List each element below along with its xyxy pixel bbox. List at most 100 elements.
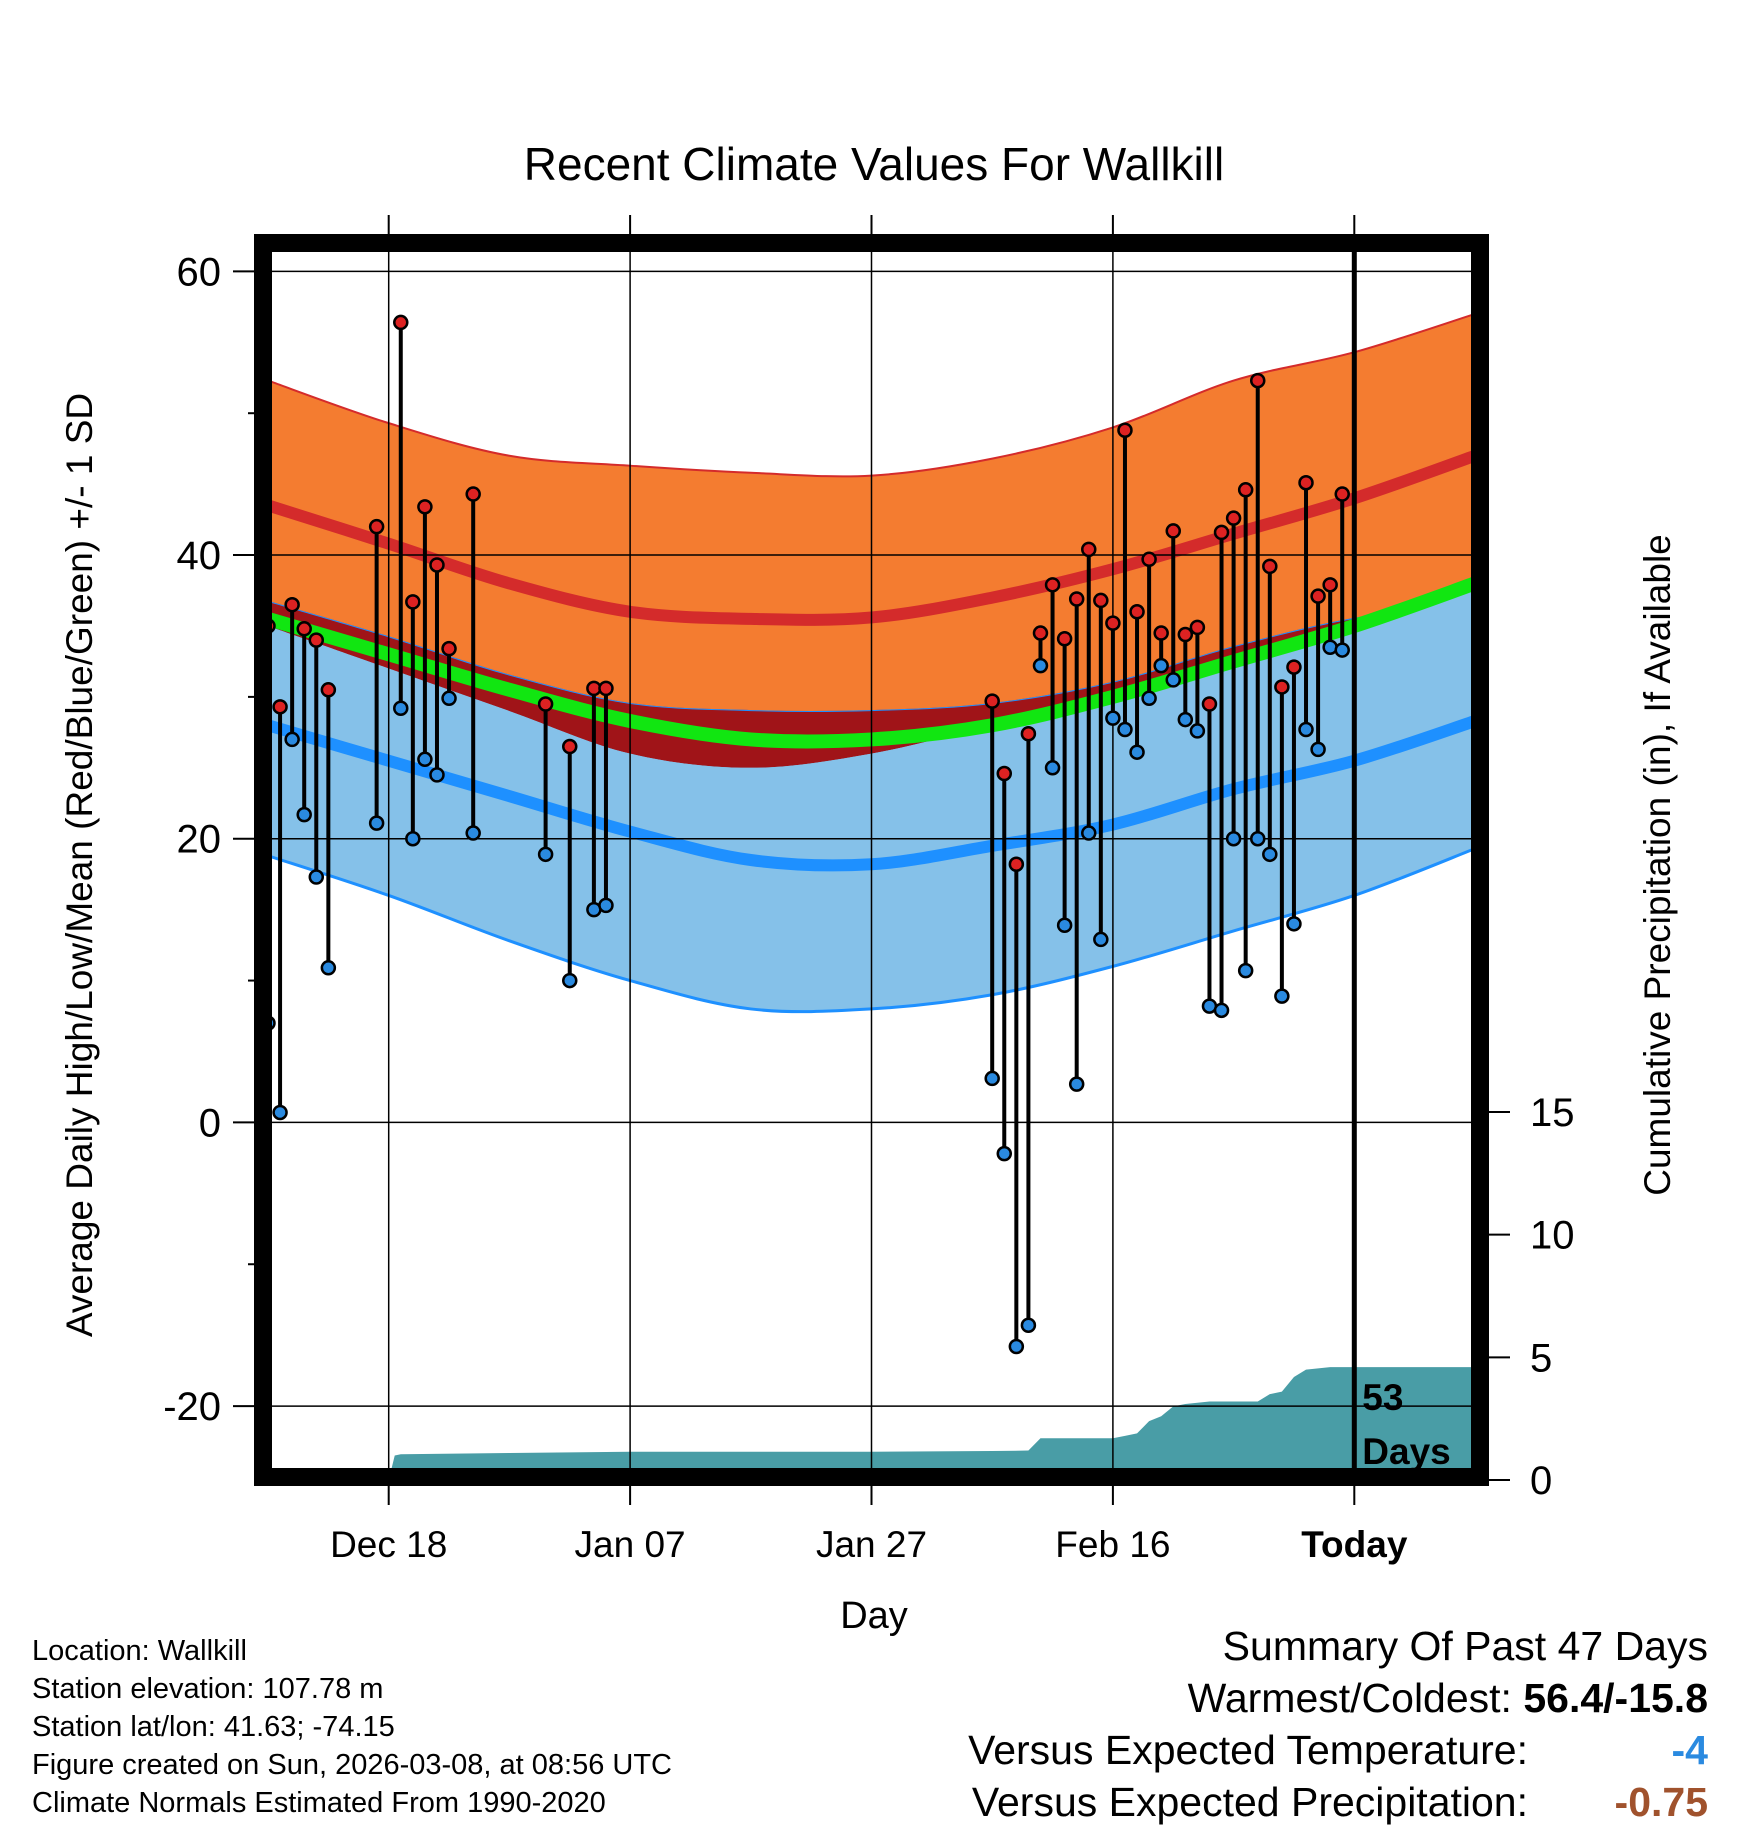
obs-low-point	[598, 897, 614, 914]
x-axis-label: Day	[840, 1595, 908, 1637]
obs-high-point	[465, 486, 481, 502]
y-tick-label: 0	[199, 1101, 221, 1145]
y2-tick-label: 5	[1530, 1336, 1552, 1380]
warmest-value: 56.4/-15.8	[1523, 1675, 1708, 1721]
obs-low-point	[1032, 657, 1049, 674]
obs-low-point	[1056, 917, 1073, 933]
obs-low-point	[296, 806, 312, 823]
obs-high-point	[1249, 372, 1266, 389]
obs-low-point	[1105, 710, 1121, 726]
obs-high-point	[417, 499, 433, 515]
obs-high-point	[537, 696, 554, 712]
obs-high-point	[1032, 625, 1049, 641]
y-tick-label: -20	[163, 1385, 221, 1429]
obs-high-point	[1081, 541, 1097, 558]
normals-text: Climate Normals Estimated From 1990-2020	[32, 1787, 606, 1819]
obs-low-point	[368, 815, 385, 831]
obs-low-point	[562, 972, 578, 989]
obs-high-point	[272, 699, 288, 715]
obs-low-point	[1020, 1317, 1037, 1333]
obs-low-point	[1129, 744, 1145, 760]
obs-high-point	[1008, 856, 1025, 873]
obs-high-point	[393, 314, 409, 331]
obs-low-point	[1298, 721, 1314, 738]
y2-tick-label: 15	[1530, 1091, 1575, 1135]
obs-low-point	[1262, 846, 1278, 863]
precip-anomaly-value: -0.75	[1614, 1779, 1708, 1825]
obs-high-point	[1213, 524, 1230, 541]
obs-high-point	[598, 680, 614, 697]
obs-low-point	[1237, 962, 1254, 979]
obs-low-point	[272, 1104, 288, 1121]
obs-low-point	[405, 830, 421, 847]
obs-high-point	[320, 682, 337, 698]
obs-high-point	[284, 596, 300, 613]
summary-title: Summary Of Past 47 Days	[1222, 1623, 1708, 1669]
obs-low-point	[1274, 988, 1290, 1004]
x-tick-label: Feb 16	[1055, 1524, 1170, 1565]
obs-low-point	[1225, 830, 1242, 847]
obs-low-point	[1286, 916, 1302, 932]
obs-low-point	[1165, 672, 1181, 688]
obs-high-point	[405, 594, 421, 610]
obs-low-point	[537, 846, 554, 863]
obs-high-point	[1274, 679, 1290, 695]
obs-low-point	[1177, 711, 1194, 728]
obs-low-point	[284, 731, 300, 748]
obs-high-point	[1177, 626, 1194, 643]
obs-high-point	[1056, 630, 1073, 647]
obs-high-point	[1165, 523, 1181, 539]
obs-high-point	[1129, 604, 1145, 620]
x-tick-label: Dec 18	[330, 1524, 447, 1565]
obs-low-point	[1008, 1338, 1025, 1355]
obs-low-point	[1153, 657, 1169, 674]
obs-low-point	[308, 869, 325, 885]
obs-high-point	[1298, 474, 1314, 491]
latlon-text: Station lat/lon: 41.63; -74.15	[32, 1711, 395, 1743]
obs-high-point	[1310, 588, 1326, 604]
obs-low-point	[417, 751, 433, 768]
summary-warmest-row: Warmest/Coldest: 56.4/-15.8	[968, 1672, 1708, 1724]
y-axis-label: Average Daily High/Low/Mean (Red/Blue/Gr…	[59, 393, 100, 1337]
obs-high-point	[984, 693, 1000, 709]
obs-low-point	[1310, 741, 1326, 758]
summary-temp-row: Versus Expected Temperature: -4	[968, 1724, 1708, 1776]
obs-high-point	[1044, 577, 1061, 593]
y-tick-label: 60	[177, 250, 222, 294]
obs-low-point	[1117, 721, 1133, 738]
x-tick-label: Jan 07	[575, 1524, 686, 1565]
temp-anomaly-value: -4	[1671, 1727, 1708, 1773]
obs-high-point	[296, 621, 312, 637]
overlap-band	[268, 590, 1475, 768]
precipitation-area	[389, 1367, 1475, 1477]
days-label-line2: Days	[1362, 1431, 1450, 1472]
obs-high-point	[1141, 551, 1157, 568]
plot-area: 60 40 20 0 -20 15 10 5 0 Dec 18 Jan 07 Jan 27 Feb 16…	[163, 215, 1575, 1565]
obs-low-point	[1068, 1076, 1085, 1092]
obs-low-point	[1081, 825, 1097, 841]
location-text: Location: Wallkill	[32, 1635, 247, 1667]
y-tick-label: 20	[177, 818, 222, 862]
created-text: Figure created on Sun, 2026-03-08, at 08…	[32, 1749, 672, 1781]
summary-panel: Summary Of Past 47 Days Warmest/Coldest:…	[968, 1620, 1708, 1828]
obs-high-point	[1201, 696, 1218, 712]
obs-low-point	[1044, 760, 1061, 776]
obs-high-point	[1334, 486, 1350, 502]
obs-high-point	[1117, 422, 1133, 438]
obs-low-point	[320, 960, 337, 976]
y2-axis-label: Cumulative Precipitation (in), If Availa…	[1637, 534, 1678, 1196]
obs-high-point	[441, 640, 457, 657]
obs-high-point	[562, 738, 578, 755]
obs-low-point	[1141, 690, 1157, 707]
obs-low-point	[1189, 723, 1206, 739]
obs-low-point	[429, 767, 445, 783]
obs-high-point	[429, 557, 445, 573]
obs-low-point	[984, 1070, 1000, 1087]
obs-low-point	[1334, 642, 1350, 658]
obs-high-point	[1068, 591, 1085, 607]
y-tick-label: 40	[177, 534, 222, 578]
obs-high-point	[308, 632, 325, 648]
obs-high-point	[1237, 482, 1254, 498]
y2-tick-label: 10	[1530, 1214, 1575, 1258]
